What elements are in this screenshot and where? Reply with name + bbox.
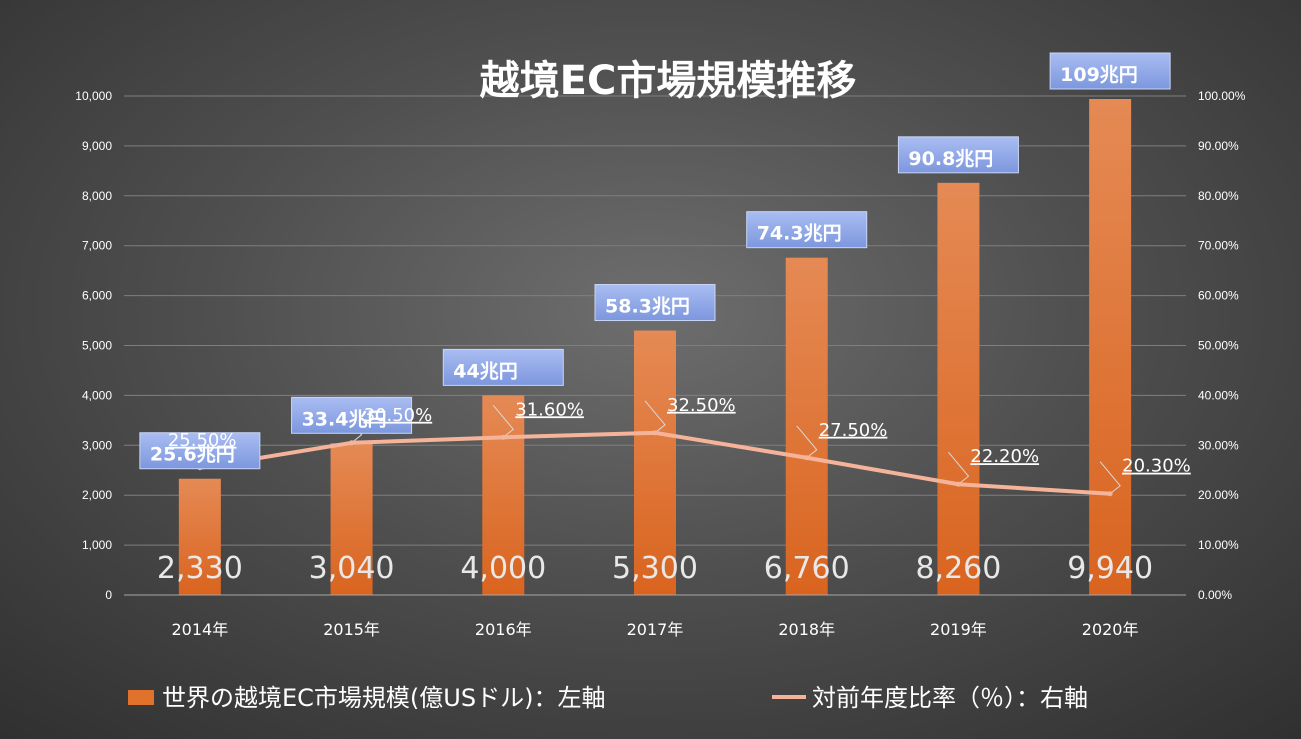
x-tick-label: 2016年 [475, 620, 532, 639]
bar [634, 330, 676, 595]
yen-label-text: 90.8兆円 [908, 148, 993, 170]
data-labels: 2,330 3,040 4,000 5,300 6,760 8,260 9,940 25.6兆… [139, 52, 1191, 586]
yen-label-text: 33.4兆円 [302, 408, 387, 430]
label-leader [492, 404, 514, 438]
y-left-tick-label: 7,000 [82, 239, 112, 253]
y-left-tick-label: 8,000 [82, 189, 112, 203]
bar-value-label: 9,940 [1067, 551, 1153, 586]
yen-label-text: 74.3兆円 [757, 223, 842, 245]
y-right-tick-label: 40.00% [1198, 388, 1239, 402]
y-right-tick-label: 50.00% [1198, 339, 1239, 353]
line-point [804, 455, 810, 461]
y-left-tick-label: 4,000 [82, 388, 112, 402]
bar [937, 182, 980, 596]
bar [785, 257, 828, 595]
line-point [955, 481, 961, 487]
yen-label-text: 44兆円 [453, 360, 517, 382]
x-tick-label: 2014年 [171, 620, 228, 639]
line-value-label: 25.50% [168, 430, 237, 451]
bar-value-label: 2,330 [157, 551, 243, 586]
line-value-label: 20.30% [1122, 456, 1191, 477]
y-right-tick-label: 60.00% [1198, 289, 1239, 303]
bar-value-label: 8,260 [915, 551, 1001, 586]
bar [1089, 98, 1132, 595]
line-point [349, 440, 355, 446]
yen-label: 109兆円 [1049, 52, 1171, 90]
label-leader [644, 400, 666, 434]
label-leader [1099, 461, 1121, 495]
y-left-tick-label: 5,000 [82, 339, 112, 353]
axes: 0 1,000 2,000 3,000 4,000 5,000 6,000 7,000 8,00… [75, 89, 1245, 639]
y-left-tick-label: 3,000 [82, 438, 112, 452]
bar-value-label: 5,300 [612, 551, 698, 586]
y-left-tick-label: 0 [105, 588, 112, 602]
y-left-tick-label: 1,000 [82, 538, 112, 552]
legend-swatch-bar [128, 690, 154, 705]
x-tick-label: 2019年 [930, 620, 987, 639]
line-value-label: 22.20% [970, 446, 1039, 467]
y-right-tick-label: 0.00% [1198, 588, 1232, 602]
x-tick-label: 2020年 [1082, 620, 1139, 639]
line-value-label: 32.50% [667, 395, 736, 416]
label-leader [796, 425, 818, 459]
line-value-label: 30.50% [364, 405, 433, 426]
yen-label: 44兆円 [442, 348, 564, 386]
yen-label-box [897, 136, 1019, 174]
y-left-tick-label: 9,000 [82, 139, 112, 153]
y-right-tick-label: 10.00% [1198, 538, 1239, 552]
line-value-label: 31.60% [515, 399, 584, 420]
bar [178, 478, 221, 595]
y-right-tick-label: 90.00% [1198, 139, 1239, 153]
legend: 世界の越境EC市場規模(億USドル)：左軸 対前年度比率（％）：右軸 [128, 684, 1088, 712]
yen-label: 33.4兆円 [291, 396, 413, 434]
line-point [652, 430, 658, 436]
yen-label-text: 58.3兆円 [605, 296, 690, 318]
bar-series [178, 98, 1132, 596]
x-tick-label: 2017年 [627, 620, 684, 639]
y-right-tick-label: 70.00% [1198, 239, 1239, 253]
bar-value-label: 3,040 [309, 551, 395, 586]
x-tick-label: 2018年 [778, 620, 835, 639]
y-right-tick-label: 20.00% [1198, 488, 1239, 502]
yen-label-text: 25.6兆円 [150, 444, 235, 466]
yen-label: 90.8兆円 [897, 136, 1019, 174]
label-leader [948, 451, 970, 485]
yen-label-box [594, 284, 716, 322]
chart-title: 越境EC市場規模推移 [480, 58, 857, 104]
yen-label-box [291, 396, 413, 434]
yen-label: 25.6兆円 [139, 432, 261, 470]
line-value-label: 27.50% [819, 420, 888, 441]
yen-label: 58.3兆円 [594, 284, 716, 322]
x-tick-label: 2015年 [323, 620, 380, 639]
yen-label: 74.3兆円 [746, 211, 868, 249]
bar [330, 443, 373, 595]
yen-label-text: 109兆円 [1060, 64, 1138, 86]
bar-value-label: 6,760 [764, 551, 850, 586]
legend-label-bar: 世界の越境EC市場規模(億USドル)：左軸 [162, 684, 605, 712]
y-right-tick-label: 80.00% [1198, 189, 1239, 203]
y-right-tick-label: 100.00% [1198, 89, 1246, 103]
bar-value-label: 4,000 [460, 551, 546, 586]
yen-label-box [442, 348, 564, 386]
line-point [1107, 491, 1113, 497]
y-left-tick-label: 6,000 [82, 289, 112, 303]
bar [482, 395, 525, 595]
yen-label-box [139, 432, 261, 470]
yen-label-box [1049, 52, 1171, 90]
line-point [500, 434, 506, 440]
y-right-tick-label: 30.00% [1198, 438, 1239, 452]
yen-label-box [746, 211, 868, 249]
legend-label-line: 対前年度比率（％）：右軸 [812, 684, 1088, 712]
y-left-tick-label: 2,000 [82, 488, 112, 502]
y-left-tick-label: 10,000 [75, 89, 112, 103]
